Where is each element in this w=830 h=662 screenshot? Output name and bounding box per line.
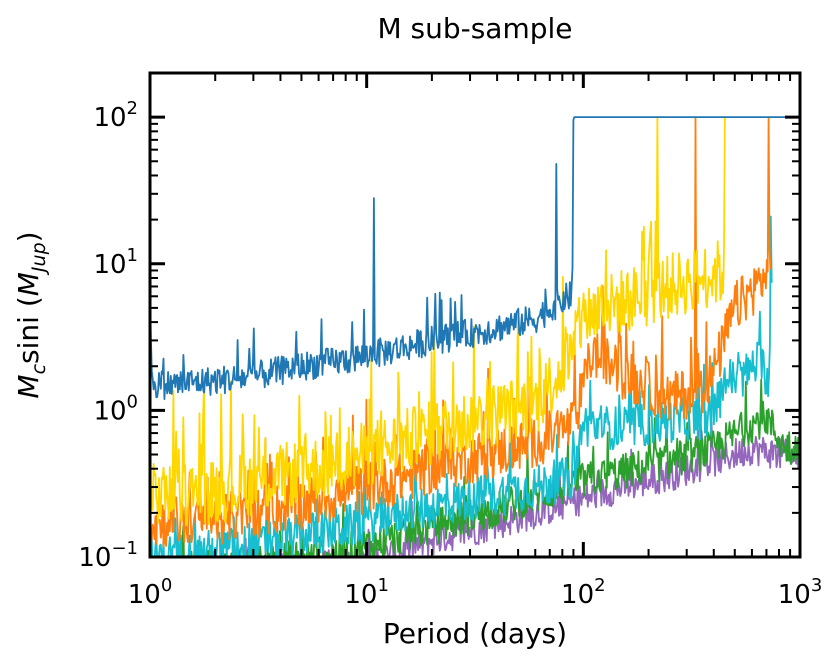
y-label-sini: sini (	[12, 296, 45, 364]
y-label-subscript: c	[28, 363, 50, 374]
x-axis-label: Period (days)	[383, 617, 567, 650]
y-label-unit-subscript: Jup	[28, 242, 50, 276]
series-line-gold	[150, 116, 726, 528]
y-tick-label: 100	[93, 391, 138, 426]
y-label-unit-symbol: M	[12, 272, 45, 296]
y-tick-label: 10−1	[78, 538, 138, 573]
y-tick-label: 101	[93, 245, 138, 280]
x-tick-label: 103	[778, 575, 823, 610]
series-line-blue	[150, 116, 800, 400]
plot-frame	[148, 71, 802, 559]
y-label-symbol: M	[12, 374, 45, 398]
x-tick-label: 102	[561, 575, 606, 610]
x-tick-label: 100	[128, 575, 173, 610]
y-label-close: )	[12, 231, 45, 242]
series-line-orange	[150, 116, 772, 548]
series-layer	[150, 116, 800, 557]
y-tick-label: 102	[93, 98, 138, 133]
x-tick-label: 101	[344, 575, 389, 610]
series-group	[150, 116, 800, 557]
chart-title: M sub-sample	[377, 12, 572, 45]
y-axis-label: Mcsini (MJup)	[12, 231, 50, 398]
series-line-cyan	[150, 215, 773, 557]
